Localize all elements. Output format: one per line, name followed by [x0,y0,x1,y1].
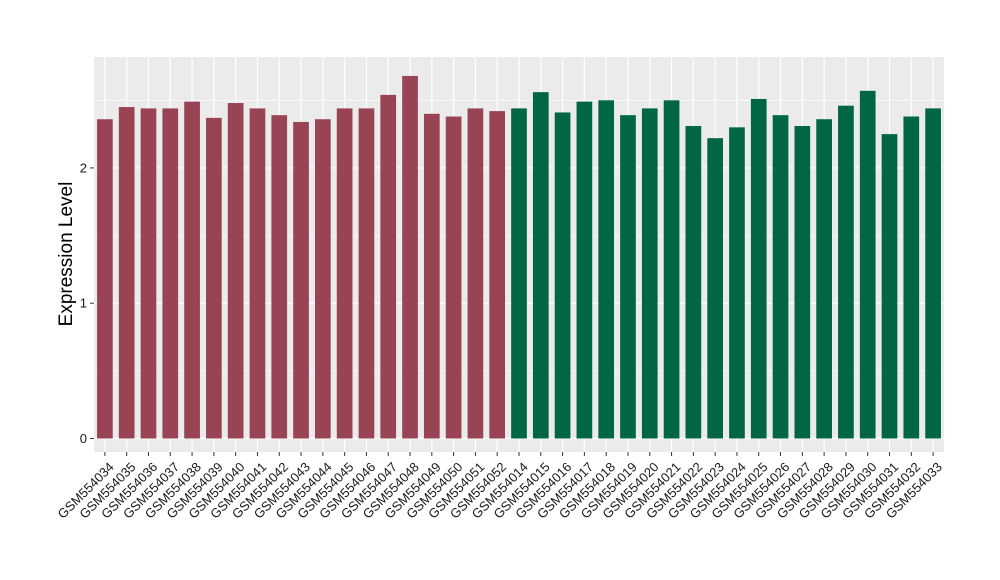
y-tick-label: 0 [80,431,87,446]
bar-GSM554038 [184,101,200,439]
y-tick-label: 2 [80,160,87,175]
bar-GSM554015 [532,92,549,439]
bar-GSM554030 [859,90,876,439]
bar-GSM554016 [554,112,571,439]
bar-GSM554048 [402,75,418,439]
bar-GSM554050 [445,116,462,439]
bar-GSM554022 [685,125,702,439]
bar-GSM554014 [511,108,527,439]
bar-GSM554033 [925,108,941,439]
bar-GSM554040 [227,102,244,439]
bar-GSM554041 [249,108,266,439]
bar-GSM554042 [271,115,288,439]
bar-GSM554027 [794,125,811,439]
bar-GSM554046 [358,108,375,439]
x-axis: GSM554034GSM554035GSM554036GSM554037GSM5… [55,452,945,522]
bar-GSM554021 [663,100,680,439]
bar-GSM554032 [903,116,920,439]
bar-GSM554020 [641,108,658,439]
bar-GSM554029 [838,105,854,439]
bar-GSM554024 [729,127,745,439]
bar-GSM554035 [118,107,135,439]
bar-GSM554025 [750,98,767,439]
bar-GSM554049 [423,113,440,439]
bar-GSM554026 [772,115,789,439]
bar-GSM554023 [707,138,723,439]
bar-GSM554043 [293,121,309,439]
bar-GSM554052 [489,111,506,439]
bar-GSM554037 [162,108,179,439]
bar-GSM554018 [598,100,615,439]
bar-GSM554017 [576,101,593,439]
y-axis-title: Expression Level [56,182,77,327]
bar-GSM554045 [336,108,353,439]
bar-GSM554034 [97,119,113,439]
bar-GSM554051 [467,108,484,439]
y-tick-label: 1 [80,296,87,311]
bars [97,75,941,439]
bar-GSM554039 [206,117,222,439]
bar-GSM554019 [620,115,636,439]
bar-GSM554047 [380,94,397,439]
y-axis: 0 1 2 [80,160,94,446]
bar-GSM554036 [140,108,157,439]
bar-GSM554044 [315,119,331,439]
bar-GSM554031 [881,134,898,439]
bar-GSM554028 [816,119,832,439]
